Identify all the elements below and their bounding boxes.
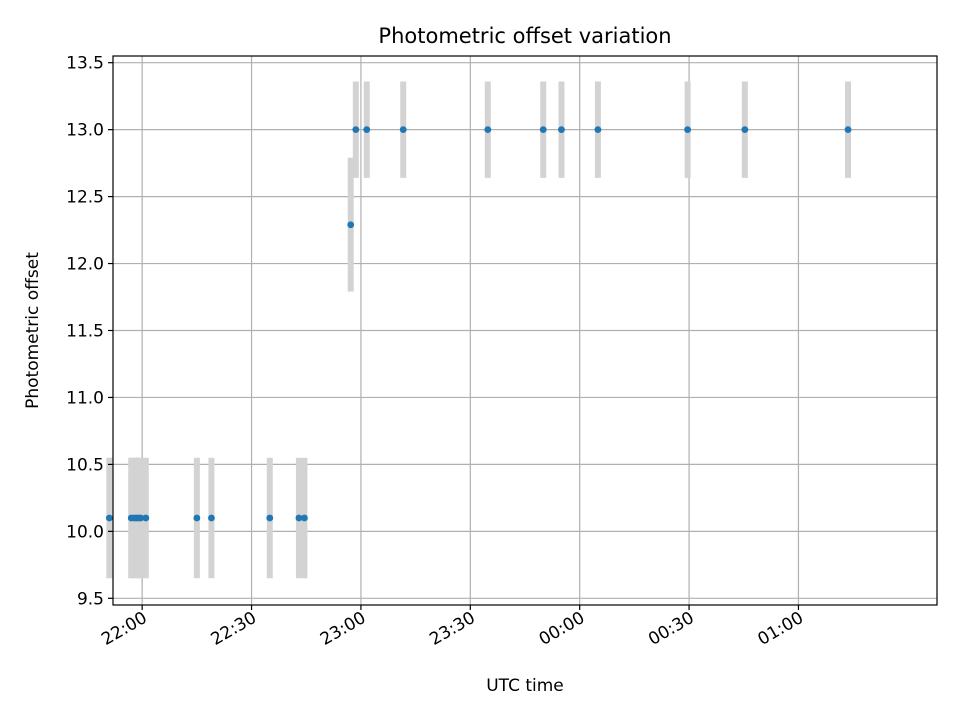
data-point [558,126,565,134]
x-tick-label: 22:30 [208,608,260,650]
data-point [484,126,492,134]
y-axis-title: Photometric offset [23,252,43,409]
x-tick-label: 01:00 [755,608,807,650]
data-point [142,514,150,522]
data-point [193,514,201,522]
y-tick-label: 11.0 [66,388,104,408]
data-point [347,221,355,229]
y-tick-label: 13.5 [66,54,104,74]
y-tick-label: 12.5 [66,188,104,208]
data-point [266,514,274,522]
y-tick-label: 11.5 [66,322,104,342]
y-axis-ticks: 9.5 10.0 10.5 11.0 11.5 12.0 12.5 13.0 13.5 [66,54,113,609]
data-point [105,514,113,522]
data-point [301,514,308,522]
data-point [208,514,215,522]
data-point [539,126,547,134]
y-tick-label: 12.0 [66,255,104,275]
data-points [105,126,852,522]
data-point [594,126,602,134]
y-tick-label: 13.0 [66,121,104,141]
x-tick-label: 00:30 [645,608,697,650]
y-tick-label: 9.5 [77,589,104,609]
data-point [844,126,852,134]
data-point [684,126,692,134]
y-tick-label: 10.5 [66,455,104,475]
x-axis-ticks: 22:00 22:30 23:00 23:30 00:00 00:30 01:00 [98,605,807,650]
data-point [741,126,749,134]
x-tick-label: 23:00 [317,608,369,650]
x-axis-title: UTC time [486,676,564,696]
error-bars [106,81,852,579]
data-point [137,514,145,522]
x-tick-label: 00:00 [536,608,588,650]
data-point [352,126,360,134]
y-tick-label: 10.0 [66,522,104,542]
grid [113,56,937,605]
x-tick-label: 22:00 [98,608,150,650]
data-point [399,126,407,134]
data-point [295,514,303,522]
x-tick-label: 23:30 [426,608,478,650]
chart-title: Photometric offset variation [378,24,671,48]
data-point [363,126,371,134]
